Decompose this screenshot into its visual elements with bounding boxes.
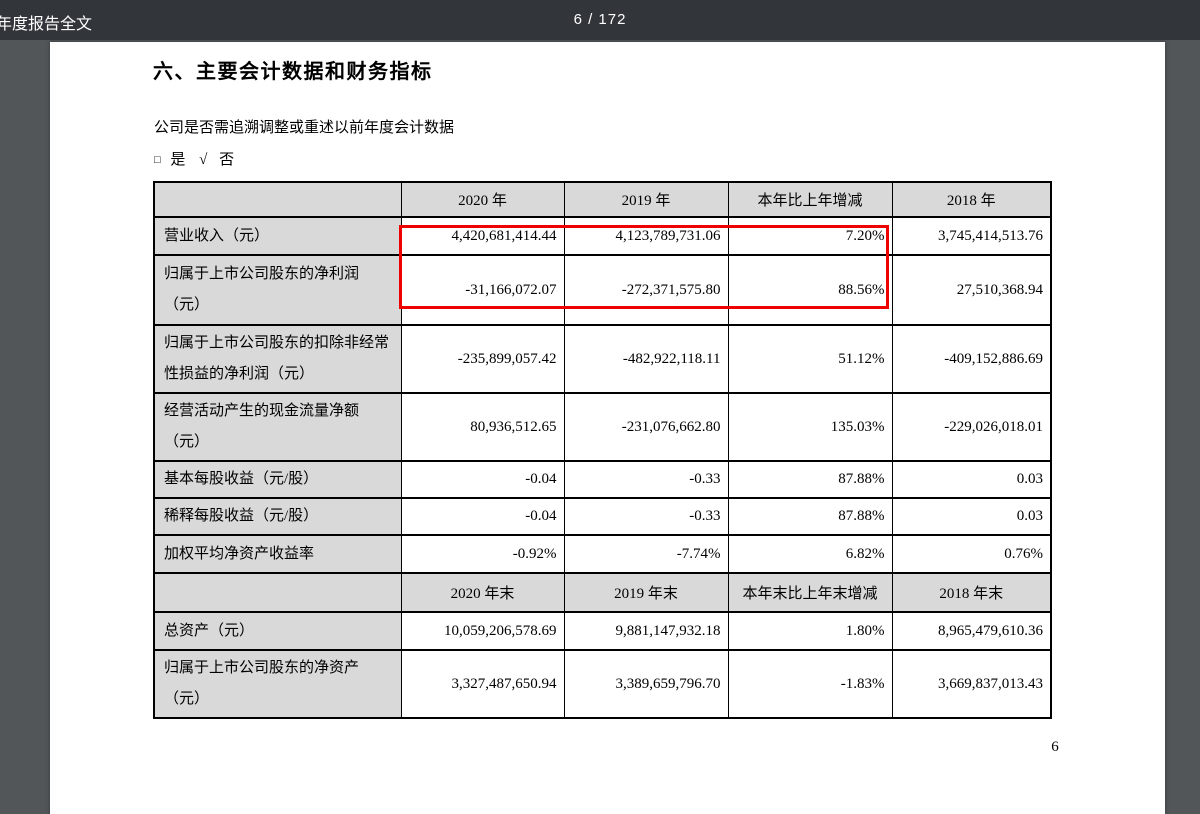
cell-change: 87.88% bbox=[727, 497, 893, 536]
table-row: 加权平均净资产收益率 -0.92% -7.74% 6.82% 0.76% bbox=[153, 534, 1052, 574]
cell-2019: -0.33 bbox=[563, 497, 729, 536]
yes-no-checkline: □ 是 √ 否 bbox=[154, 148, 244, 169]
cell-change: -1.83% bbox=[727, 649, 893, 719]
table-row: 稀释每股收益（元/股） -0.04 -0.33 87.88% 0.03 bbox=[153, 497, 1052, 536]
cell-2020: 4,420,681,414.44 bbox=[400, 216, 565, 256]
header-2018: 2018 年 bbox=[891, 181, 1052, 218]
cell-2020: -0.04 bbox=[400, 497, 565, 536]
document-title: 年度报告全文 bbox=[0, 16, 93, 33]
financial-indicators-table: 2020 年 2019 年 本年比上年增减 2018 年 营业收入（元） 4,4… bbox=[153, 181, 1052, 719]
row-label: 归属于上市公司股东的扣除非经常性损益的净利润（元） bbox=[153, 324, 402, 394]
cell-change: 7.20% bbox=[727, 216, 893, 256]
table-row: 营业收入（元） 4,420,681,414.44 4,123,789,731.0… bbox=[153, 216, 1052, 256]
page-footer-number: 6 bbox=[1051, 739, 1059, 755]
cell-change: 135.03% bbox=[727, 392, 893, 462]
cell-2018: 0.03 bbox=[891, 497, 1052, 536]
cell-change: 87.88% bbox=[727, 460, 893, 499]
header-2019-end: 2019 年末 bbox=[563, 572, 729, 613]
cell-2019: 4,123,789,731.06 bbox=[563, 216, 729, 256]
cell-2020: 10,059,206,578.69 bbox=[400, 611, 565, 651]
checkmark-icon: √ bbox=[199, 152, 208, 168]
cell-2020: 3,327,487,650.94 bbox=[400, 649, 565, 719]
cell-2019: 9,881,147,932.18 bbox=[563, 611, 729, 651]
cell-2018: 8,965,479,610.36 bbox=[891, 611, 1052, 651]
cell-change: 88.56% bbox=[727, 254, 893, 326]
table-row: 归属于上市公司股东的扣除非经常性损益的净利润（元） -235,899,057.4… bbox=[153, 324, 1052, 394]
header-2019: 2019 年 bbox=[563, 181, 729, 218]
header-2020: 2020 年 bbox=[400, 181, 565, 218]
row-label: 归属于上市公司股东的净资产（元） bbox=[153, 649, 402, 719]
table-row: 归属于上市公司股东的净资产（元） 3,327,487,650.94 3,389,… bbox=[153, 649, 1052, 719]
restatement-question: 公司是否需追溯调整或重述以前年度会计数据 bbox=[154, 120, 455, 136]
table-header-row-annual: 2020 年 2019 年 本年比上年增减 2018 年 bbox=[153, 181, 1052, 218]
table-row: 归属于上市公司股东的净利润（元） -31,166,072.07 -272,371… bbox=[153, 254, 1052, 326]
cell-change: 6.82% bbox=[727, 534, 893, 574]
cell-2018: 3,745,414,513.76 bbox=[891, 216, 1052, 256]
cell-2020: -235,899,057.42 bbox=[400, 324, 565, 394]
row-label: 加权平均净资产收益率 bbox=[153, 534, 402, 574]
cell-2019: 3,389,659,796.70 bbox=[563, 649, 729, 719]
header-change-end: 本年末比上年末增减 bbox=[727, 572, 893, 613]
cell-2018: -229,026,018.01 bbox=[891, 392, 1052, 462]
header-2018-end: 2018 年末 bbox=[891, 572, 1052, 613]
table-row: 总资产（元） 10,059,206,578.69 9,881,147,932.1… bbox=[153, 611, 1052, 651]
cell-2018: -409,152,886.69 bbox=[891, 324, 1052, 394]
checkbox-no-label: 否 bbox=[219, 152, 235, 168]
cell-2019: -7.74% bbox=[563, 534, 729, 574]
pdf-page: 六、主要会计数据和财务指标 公司是否需追溯调整或重述以前年度会计数据 □ 是 √… bbox=[50, 42, 1165, 814]
table-header-row-yearend: 2020 年末 2019 年末 本年末比上年末增减 2018 年末 bbox=[153, 572, 1052, 613]
row-label: 稀释每股收益（元/股） bbox=[153, 497, 402, 536]
row-label: 基本每股收益（元/股） bbox=[153, 460, 402, 499]
table-row: 基本每股收益（元/股） -0.04 -0.33 87.88% 0.03 bbox=[153, 460, 1052, 499]
pdf-viewer-toolbar: 年度报告全文 6 / 172 bbox=[0, 0, 1200, 40]
cell-2018: 3,669,837,013.43 bbox=[891, 649, 1052, 719]
header-2020-end: 2020 年末 bbox=[400, 572, 565, 613]
checkbox-unchecked-icon: □ bbox=[154, 154, 161, 166]
row-label: 归属于上市公司股东的净利润（元） bbox=[153, 254, 402, 326]
header-blank-cell bbox=[153, 572, 402, 613]
checkbox-yes-label: 是 bbox=[170, 152, 186, 168]
section-heading: 六、主要会计数据和财务指标 bbox=[153, 61, 433, 83]
cell-2020: -0.92% bbox=[400, 534, 565, 574]
row-label: 营业收入（元） bbox=[153, 216, 402, 256]
row-label: 总资产（元） bbox=[153, 611, 402, 651]
header-blank-cell bbox=[153, 181, 402, 218]
row-label: 经营活动产生的现金流量净额（元） bbox=[153, 392, 402, 462]
page-indicator[interactable]: 6 / 172 bbox=[573, 11, 627, 28]
cell-change: 1.80% bbox=[727, 611, 893, 651]
cell-2020: -0.04 bbox=[400, 460, 565, 499]
header-change: 本年比上年增减 bbox=[727, 181, 893, 218]
cell-2020: -31,166,072.07 bbox=[400, 254, 565, 326]
cell-2020: 80,936,512.65 bbox=[400, 392, 565, 462]
cell-2019: -0.33 bbox=[563, 460, 729, 499]
cell-2018: 0.03 bbox=[891, 460, 1052, 499]
table-row: 经营活动产生的现金流量净额（元） 80,936,512.65 -231,076,… bbox=[153, 392, 1052, 462]
cell-2019: -482,922,118.11 bbox=[563, 324, 729, 394]
cell-change: 51.12% bbox=[727, 324, 893, 394]
cell-2018: 27,510,368.94 bbox=[891, 254, 1052, 326]
cell-2019: -231,076,662.80 bbox=[563, 392, 729, 462]
cell-2018: 0.76% bbox=[891, 534, 1052, 574]
cell-2019: -272,371,575.80 bbox=[563, 254, 729, 326]
